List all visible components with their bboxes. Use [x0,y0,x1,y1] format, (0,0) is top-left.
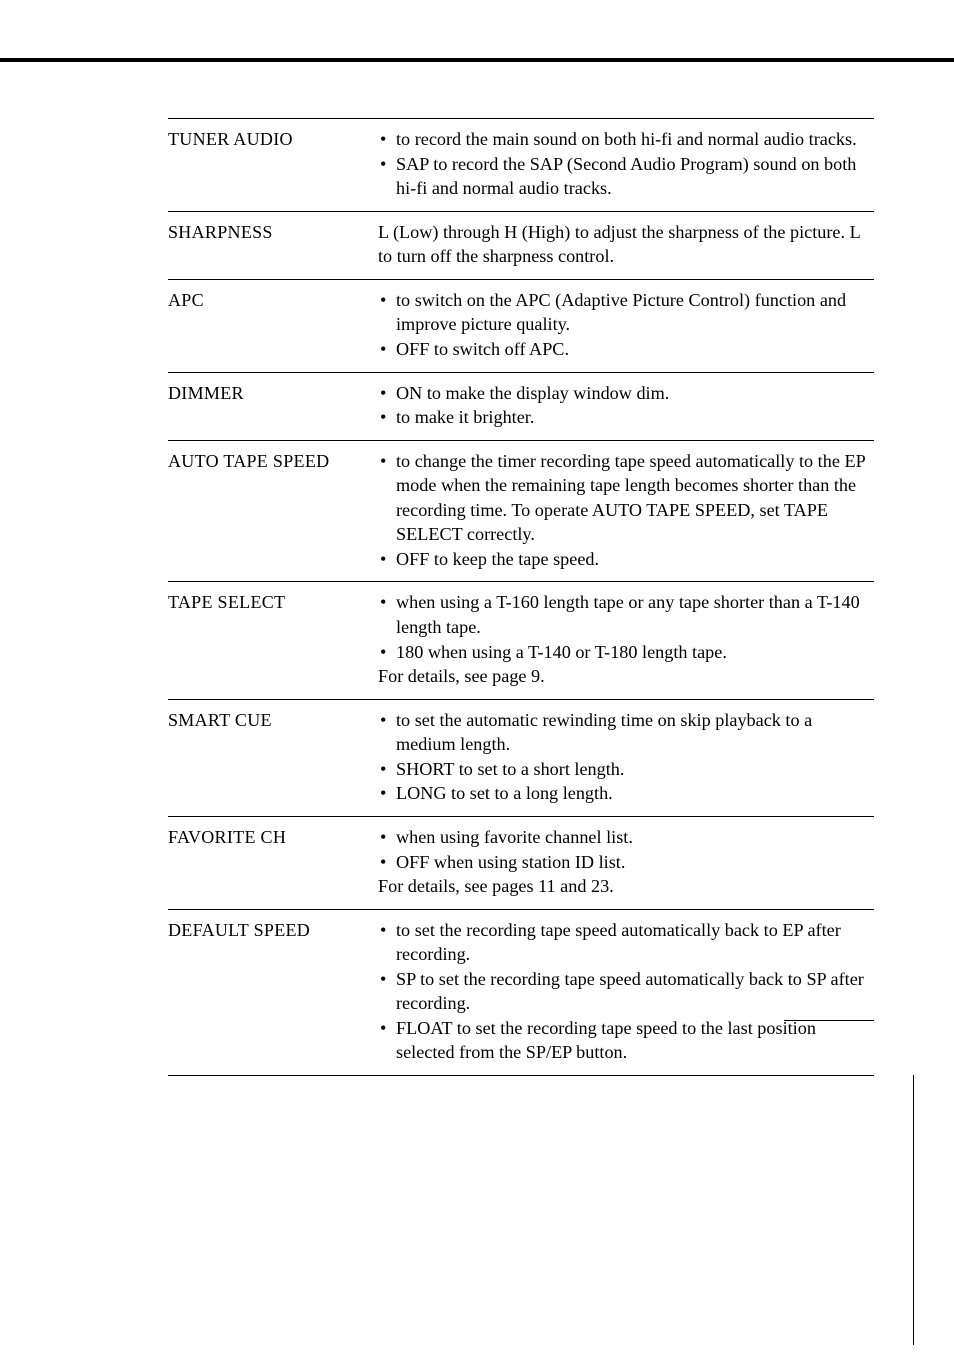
list-item: OFF when using station ID list. [396,850,874,875]
row-desc: when using a T-160 length tape or any ta… [378,590,874,688]
list-item: when using a T-160 length tape or any ta… [396,590,874,639]
row-desc: to switch on the APC (Adaptive Picture C… [378,288,874,362]
row-label: DEFAULT SPEED [168,918,378,1065]
row-desc: to set the recording tape speed automati… [378,918,874,1065]
row-desc: when using favorite channel list. OFF wh… [378,825,874,899]
list-item: SP to set the recording tape speed autom… [396,967,874,1016]
list-item: to set the recording tape speed automati… [396,918,874,967]
row-label: TUNER AUDIO [168,127,378,201]
desc-after: For details, see pages 11 and 23. [378,874,874,899]
list-item: when using favorite channel list. [396,825,874,850]
table-row: AUTO TAPE SPEED to change the timer reco… [168,440,874,582]
table-row: SMART CUE to set the automatic rewinding… [168,699,874,816]
list-item: to change the timer recording tape speed… [396,449,874,547]
row-desc: to record the main sound on both hi-fi a… [378,127,874,201]
list-item: SHORT to set to a short length. [396,757,874,782]
table-row: TUNER AUDIO to record the main sound on … [168,118,874,211]
top-black-bar [0,58,954,78]
page: TUNER AUDIO to record the main sound on … [0,0,954,1076]
row-label: TAPE SELECT [168,590,378,688]
row-desc: to set the automatic rewinding time on s… [378,708,874,806]
table-row: SHARPNESS L (Low) through H (High) to ad… [168,211,874,279]
list-item: 180 when using a T-140 or T-180 length t… [396,640,874,665]
list-item: FLOAT to set the recording tape speed to… [396,1016,874,1065]
list-item: LONG to set to a long length. [396,781,874,806]
row-desc: ON to make the display window dim. to ma… [378,381,874,430]
desc-after: For details, see page 9. [378,664,874,689]
row-label: SMART CUE [168,708,378,806]
settings-table: TUNER AUDIO to record the main sound on … [168,58,874,1076]
row-desc: to change the timer recording tape speed… [378,449,874,572]
table-row: FAVORITE CH when using favorite channel … [168,816,874,909]
table-row: DIMMER ON to make the display window dim… [168,372,874,440]
footer-rule [784,1020,874,1021]
table-row: APC to switch on the APC (Adaptive Pictu… [168,279,874,372]
row-label: DIMMER [168,381,378,430]
list-item: to record the main sound on both hi-fi a… [396,127,874,152]
table-row: DEFAULT SPEED to set the recording tape … [168,909,874,1076]
row-label: AUTO TAPE SPEED [168,449,378,572]
row-desc: L (Low) through H (High) to adjust the s… [378,220,874,269]
desc-text: L (Low) through H (High) to adjust the s… [378,220,874,269]
row-label: APC [168,288,378,362]
list-item: to switch on the APC (Adaptive Picture C… [396,288,874,337]
list-item: to make it brighter. [396,405,874,430]
list-item: SAP to record the SAP (Second Audio Prog… [396,152,874,201]
list-item: ON to make the display window dim. [396,381,874,406]
list-item: to set the automatic rewinding time on s… [396,708,874,757]
row-label: SHARPNESS [168,220,378,269]
list-item: OFF to keep the tape speed. [396,547,874,572]
row-label: FAVORITE CH [168,825,378,899]
table-row: TAPE SELECT when using a T-160 length ta… [168,581,874,698]
side-rule [913,1075,914,1345]
list-item: OFF to switch off APC. [396,337,874,362]
